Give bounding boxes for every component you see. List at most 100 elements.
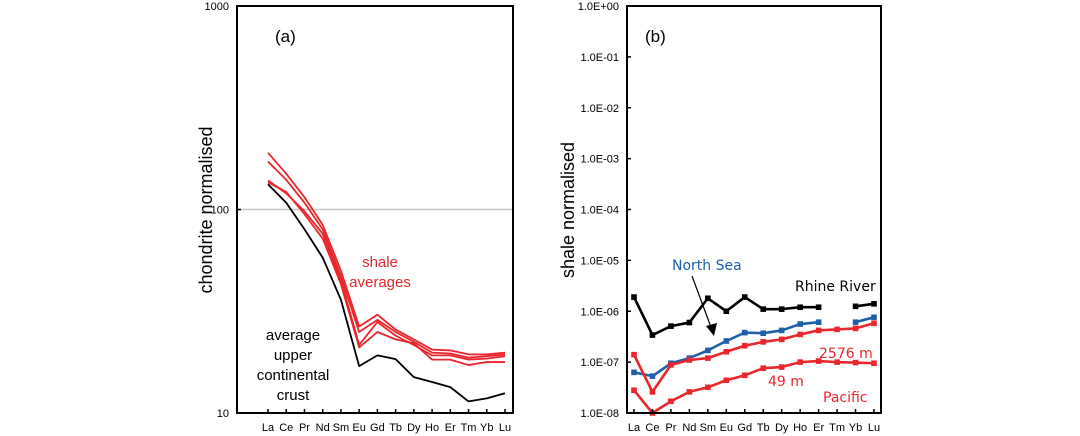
x-tick-label-yb: Yb [849,422,862,434]
data-point-yb [852,303,859,310]
series-shale-average-1 [267,152,506,356]
y-tick-label: 1.0E-01 [580,52,619,64]
panel-a-annotations: shale averages average upper continental crus… [257,254,411,404]
data-point-sm [705,347,711,354]
data-point-lu [871,320,877,327]
x-tick-label-ho: Ho [425,422,439,434]
x-tick-label-gd: Gd [370,422,385,434]
annotation-upper-continental-crust: continental [257,367,330,384]
x-tick-label-tm: Tm [461,422,477,434]
data-point-dy [778,364,785,370]
x-tick-label-sm: Sm [333,422,350,434]
series-line [267,160,506,359]
x-tick-label-nd: Nd [682,422,696,434]
y-tick-label: 1.0E+00 [578,1,619,13]
data-point-sm [705,295,711,302]
panel-a-y-ticks: 10 100 1000 [205,1,241,420]
data-point-er [815,304,822,311]
data-point-tm [834,359,840,365]
data-point-tb [760,330,767,337]
series-shale-average-4 [267,181,505,366]
series-line [267,152,506,356]
data-point-ho [797,359,803,365]
data-point-la [631,351,637,358]
data-point-sm [705,355,711,361]
panel-a-y-axis-title: chondrite normalised [196,126,216,293]
data-point-tb [760,306,767,312]
data-point-er [815,358,822,364]
data-point-lu [871,301,877,307]
y-tick-label: 100 [211,205,229,217]
data-point-la [631,387,637,394]
annotation-upper-continental-crust: average [266,327,320,344]
y-tick-label: 1.0E-05 [580,255,619,267]
series-shale-average-3 [267,179,506,361]
series-line [632,295,819,337]
data-point-gd [741,372,748,379]
y-tick-label: 1.0E-04 [580,205,619,217]
data-point-pr [668,362,674,368]
data-point-ho [797,331,803,338]
panel-b-x-ticks: La Ce Pr Nd Sm Eu Gd Tb Dy Ho Er Tm Yb Lu [628,409,880,434]
data-point-la [631,369,637,376]
data-point-nd [686,319,693,326]
series-north-sea [631,314,877,379]
x-tick-label-eu: Eu [352,422,365,434]
data-point-pr [668,398,674,405]
data-point-eu [723,308,730,315]
x-tick-label-er: Er [445,422,456,434]
annotation-rhine-river: Rhine River [795,279,876,295]
data-point-sm [705,384,711,391]
data-point-pr [668,323,674,329]
panel-b-series [631,294,877,416]
data-point-lu [871,360,877,367]
x-tick-label-lu: Lu [499,422,511,434]
x-tick-label-tm: Tm [829,422,845,434]
series-line [855,316,875,324]
series-pacific-49-m [631,358,877,416]
panel-a-series [267,152,506,403]
north-sea-arrow-shaft [691,275,713,331]
x-tick-label-er: Er [813,422,824,434]
y-tick-label: 1.0E-07 [580,357,619,369]
data-point-tm [834,326,840,333]
series-shale-average-2 [267,160,506,359]
data-point-tb [760,365,767,371]
y-tick-label: 1.0E-02 [580,103,619,115]
panel-a-x-ticks: La Ce Pr Nd Sm Eu Gd Tb Dy Ho Er Tm Yb Lu [262,409,511,434]
y-tick-label: 1000 [205,1,229,13]
annotation-pacific: Pacific [823,390,868,406]
y-tick-label: 1.0E-03 [580,154,619,166]
data-point-yb [852,325,859,332]
data-point-er [815,319,822,325]
data-point-dy [778,327,785,334]
annotation-shale-averages: shale [362,254,398,271]
annotation-shale-averages: averages [349,274,411,291]
data-point-dy [778,336,785,343]
x-tick-label-sm: Sm [700,422,717,434]
annotation-49-m: 49 m [768,374,804,390]
x-tick-label-tb: Tb [757,422,770,434]
data-point-gd [741,342,748,349]
data-point-nd [686,357,693,363]
x-tick-label-la: La [262,422,275,434]
y-tick-label: 1.0E-06 [580,306,619,318]
x-tick-label-ce: Ce [645,422,659,434]
series-line [632,322,875,394]
panel-b: 1.0E-08 1.0E-07 1.0E-06 1.0E-05 1.0E-04 1.0E-… [558,1,882,434]
x-tick-label-lu: Lu [868,422,880,434]
series-line [632,359,875,415]
data-point-dy [778,306,785,312]
annotation-north-sea: North Sea [672,258,742,274]
x-tick-label-pr: Pr [299,422,310,434]
data-point-yb [852,319,859,325]
data-point-er [815,327,822,334]
series-average-upper-continental-crust [267,183,506,403]
series-line [267,183,506,403]
data-point-gd [741,294,748,300]
panel-a-label: (a) [275,27,296,46]
data-point-lu [871,314,877,321]
data-point-ce [649,332,656,338]
x-tick-label-ho: Ho [793,422,807,434]
